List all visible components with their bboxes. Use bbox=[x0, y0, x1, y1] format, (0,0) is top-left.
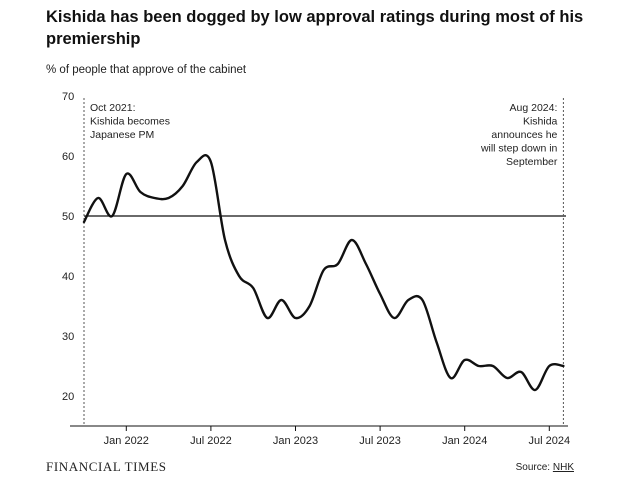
annotation-end-line: Aug 2024: bbox=[510, 102, 558, 114]
source-note: Source: NHK bbox=[516, 462, 574, 473]
publisher-logo: FINANCIAL TIMES bbox=[46, 459, 167, 474]
chart-subtitle: % of people that approve of the cabinet bbox=[46, 64, 247, 76]
annotations: Oct 2021: Kishida becomes Japanese PM Aug 2… bbox=[90, 102, 558, 168]
approval-series-line bbox=[82, 154, 565, 392]
annotation-start-line: Japanese PM bbox=[90, 129, 154, 141]
y-tick-label: 70 bbox=[62, 91, 74, 103]
x-tick-label: Jul 2024 bbox=[529, 435, 571, 447]
annotation-start-line: Oct 2021: bbox=[90, 102, 136, 114]
annotation-end-line: Kishida bbox=[523, 116, 558, 128]
annotation-end-line: September bbox=[506, 156, 558, 168]
x-tick-label: Jul 2022 bbox=[190, 435, 232, 447]
reference-line-group bbox=[83, 98, 566, 426]
series-group bbox=[82, 154, 565, 392]
chart-title: Kishida has been dogged by low approval … bbox=[46, 8, 584, 48]
y-tick-label: 60 bbox=[62, 151, 74, 163]
x-axis: Jan 2022 Jul 2022 Jan 2023 Jul 2023 Jan 2024… bbox=[70, 425, 571, 447]
source-link[interactable]: NHK bbox=[552, 462, 574, 473]
annotation-end: Aug 2024: Kishida announces he will step do… bbox=[480, 102, 558, 168]
x-tick-label: Jul 2023 bbox=[359, 435, 401, 447]
annotation-end-line: announces he bbox=[491, 129, 557, 141]
annotation-end-line: will step down in bbox=[480, 143, 558, 155]
annotation-start-line: Kishida becomes bbox=[90, 116, 170, 128]
y-tick-label: 40 bbox=[62, 271, 74, 283]
x-tick-label: Jan 2022 bbox=[104, 435, 149, 447]
x-tick-label: Jan 2023 bbox=[273, 435, 318, 447]
annotation-start: Oct 2021: Kishida becomes Japanese PM bbox=[90, 102, 170, 141]
x-tick-label: Jan 2024 bbox=[442, 435, 487, 447]
y-tick-label: 30 bbox=[62, 331, 74, 343]
source-prefix: Source: bbox=[515, 462, 553, 473]
y-axis: 20 30 40 50 60 70 bbox=[62, 91, 74, 403]
y-tick-label: 50 bbox=[62, 211, 74, 223]
y-tick-label: 20 bbox=[62, 391, 74, 403]
